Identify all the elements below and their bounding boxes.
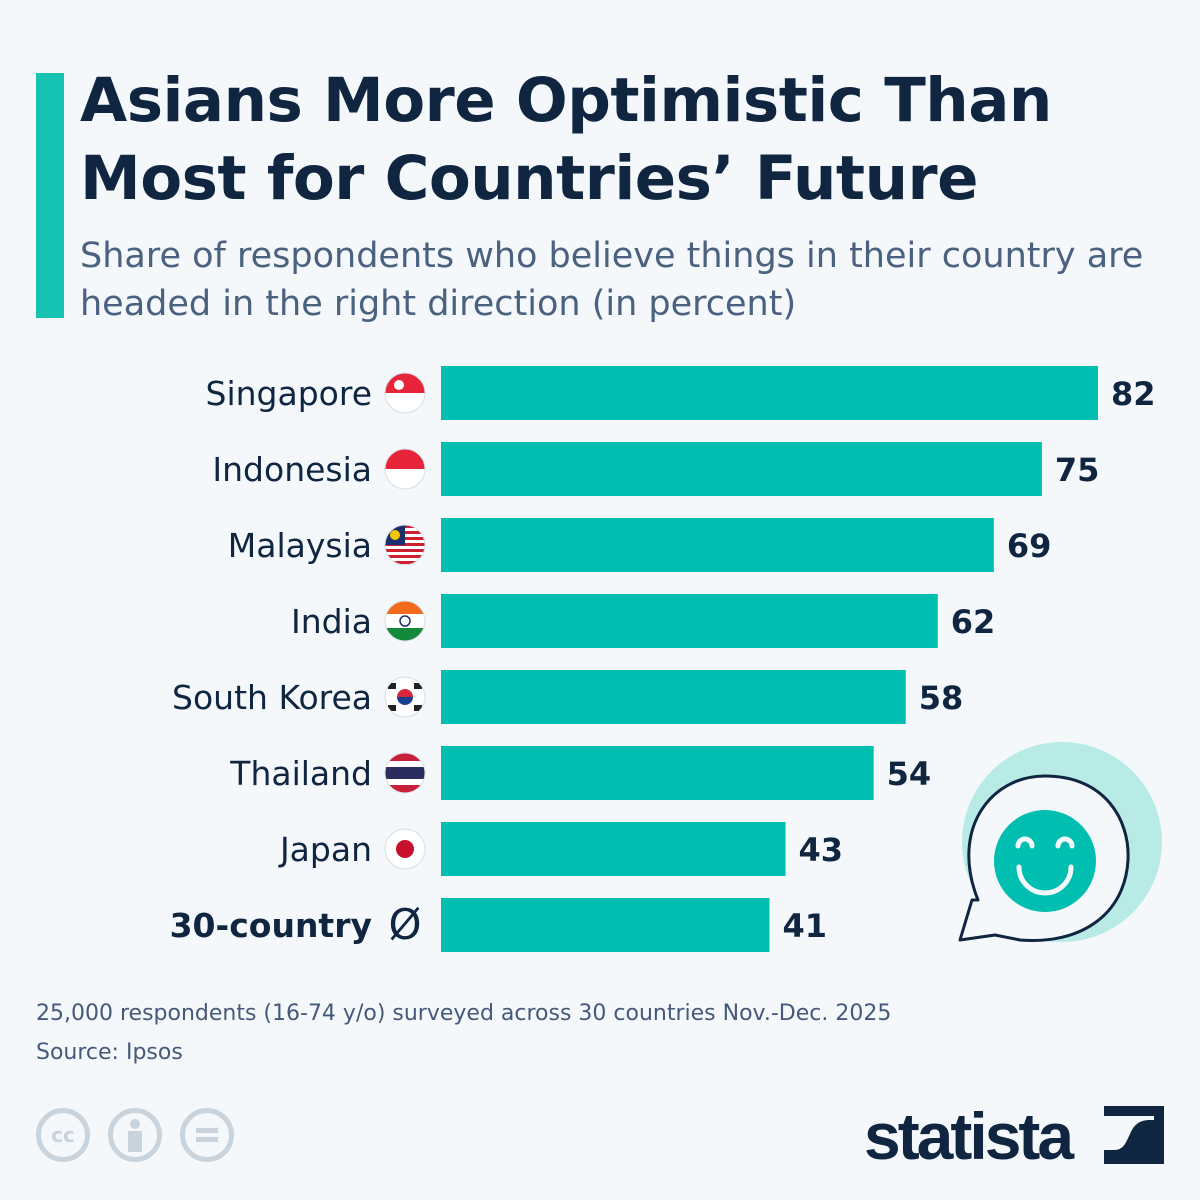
flag-india-icon [385, 601, 425, 641]
chart-row: Singapore 82 [206, 366, 1156, 420]
data-label: 54 [887, 755, 932, 793]
title-accent-bar [36, 73, 64, 318]
cc-text: cc [51, 1123, 75, 1147]
smiley-face-icon [994, 810, 1096, 912]
chart-row: Thailand 54 [229, 746, 931, 800]
chart-row: Indonesia 75 [212, 442, 1099, 496]
bar-chart: Singapore 82 Indonesia 75 Malaysia 69 India 62 S… [170, 366, 1162, 952]
bar [441, 442, 1042, 496]
chart-row: India 62 [291, 594, 995, 648]
data-label: 58 [919, 679, 964, 717]
flag-indonesia-icon [385, 449, 425, 489]
chart-row: South Korea 58 [172, 670, 963, 724]
flag-thailand-icon [385, 753, 425, 793]
attribution-icon[interactable] [108, 1108, 162, 1162]
category-label: 30-country [170, 906, 372, 945]
average-symbol-icon: Ø [388, 900, 421, 949]
category-label: Singapore [206, 374, 372, 413]
chart-row: 30-country Ø 41 [170, 898, 827, 952]
chart-title: Asians More Optimistic Than Most for Cou… [80, 65, 1052, 214]
chart-subtitle: Share of respondents who believe things … [80, 236, 1144, 324]
flag-singapore-icon [385, 373, 425, 413]
bar [441, 518, 994, 572]
bar [441, 366, 1098, 420]
no-derivatives-icon[interactable] [180, 1108, 234, 1162]
data-label: 41 [783, 907, 828, 945]
data-label: 62 [951, 603, 996, 641]
category-label: Malaysia [228, 526, 372, 565]
bar [441, 594, 938, 648]
category-label: Indonesia [212, 450, 372, 489]
flag-south-korea-icon [385, 677, 425, 717]
category-label: South Korea [172, 678, 372, 717]
category-label: Japan [278, 830, 372, 869]
cc-icon[interactable]: cc [36, 1108, 90, 1162]
chart-row: Malaysia 69 [228, 518, 1052, 572]
bar [441, 822, 786, 876]
data-label: 82 [1111, 375, 1156, 413]
bar [441, 746, 874, 800]
source-note: Source: Ipsos [36, 1040, 183, 1065]
illustration-smiley-speech-bubble [958, 742, 1162, 943]
statista-logo[interactable]: statista [864, 1099, 1074, 1173]
bar [441, 670, 906, 724]
category-label: India [291, 602, 372, 641]
data-label: 43 [799, 831, 844, 869]
flag-japan-icon [385, 829, 425, 869]
statista-logo-mark-icon [1104, 1106, 1164, 1164]
footnote: 25,000 respondents (16-74 y/o) surveyed … [36, 1001, 892, 1026]
bar [441, 898, 770, 952]
chart-row: Japan 43 [278, 822, 843, 876]
data-label: 69 [1007, 527, 1052, 565]
category-label: Thailand [229, 754, 372, 793]
data-label: 75 [1055, 451, 1100, 489]
